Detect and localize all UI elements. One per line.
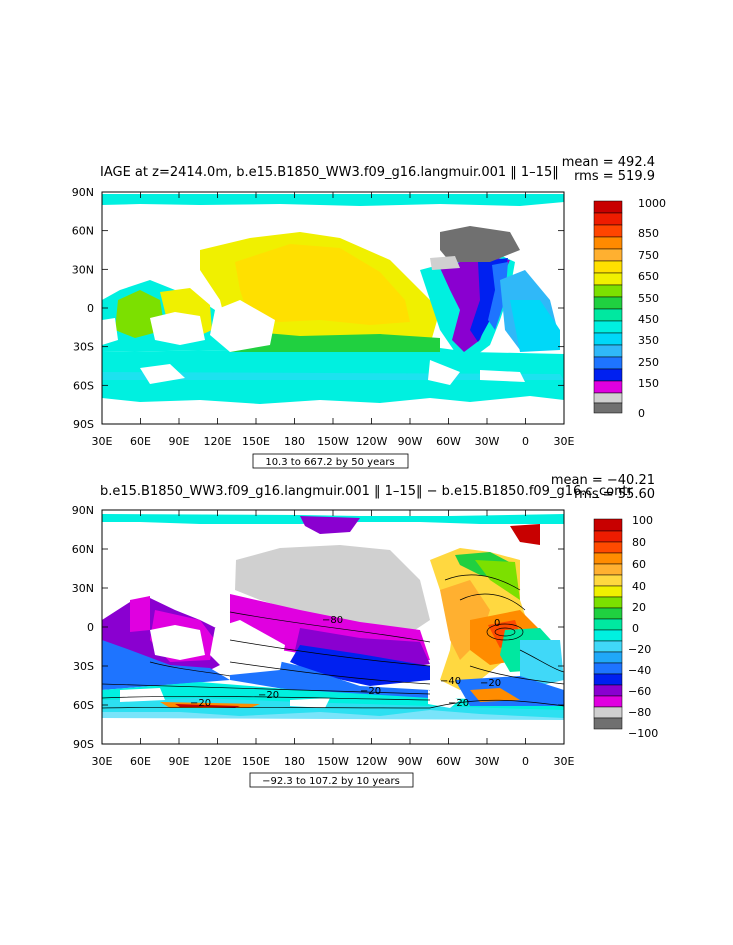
panel-2-mean: mean = −40.21 <box>551 473 655 488</box>
panel-1-mean: mean = 492.4 <box>562 155 655 170</box>
lon-tick-label: 30E <box>554 435 575 448</box>
panel-2-axes: 90N 60N 30N 0 30S 60S 90S 30E 60E 90E 120E 150E 180 1… <box>72 504 575 768</box>
contour-label: −20 <box>360 686 381 697</box>
lon-tick-label: 30E <box>554 755 575 768</box>
cbar2-label: −100 <box>628 727 658 740</box>
lon-tick-label: 150W <box>317 755 349 768</box>
panel-2-title: b.e15.B1850_WW3.f09_g16.langmuir.001 ‖ 1… <box>100 484 633 499</box>
lat-tick-label: 60S <box>73 699 94 712</box>
contour-label: −20 <box>258 690 279 701</box>
panel-1-axes: 90N 60N 30N 0 30S 60S 90S 30E 60E 90E 120E 150E 180 1… <box>72 186 575 448</box>
panel-1-rms: rms = 519.9 <box>574 169 655 184</box>
cbar2-label: −40 <box>628 664 651 677</box>
cbar1-label: 850 <box>638 227 659 240</box>
lon-tick-label: 30W <box>475 435 500 448</box>
cbar1-label: 150 <box>638 377 659 390</box>
lat-tick-label: 30N <box>72 263 94 276</box>
panel-2-range-box: −92.3 to 107.2 by 10 years <box>249 772 414 788</box>
cbar1-label: 250 <box>638 356 659 369</box>
panel-2-map <box>102 510 564 744</box>
cbar1-label: 1000 <box>638 197 666 210</box>
lat-tick-label: 60N <box>72 543 94 556</box>
lat-tick-label: 90N <box>72 186 94 199</box>
contour-label: 0 <box>494 618 500 629</box>
lon-tick-label: 90E <box>169 755 190 768</box>
cbar2-label: −60 <box>628 685 651 698</box>
cbar1-label: 650 <box>638 270 659 283</box>
cbar2-label: 0 <box>632 622 639 635</box>
lon-tick-label: 120E <box>204 755 232 768</box>
lon-tick-label: 120E <box>204 435 232 448</box>
lon-tick-label: 60E <box>130 755 151 768</box>
lon-tick-label: 0 <box>522 435 529 448</box>
lon-tick-label: 60W <box>436 435 461 448</box>
panel-2: b.e15.B1850_WW3.f09_g16.langmuir.001 ‖ 1… <box>72 473 658 788</box>
panel-2-colorbar: 100 80 60 40 20 0 −20 −40 −60 −80 −100 <box>593 514 658 740</box>
panel-1-range-box: 10.3 to 667.2 by 50 years <box>252 453 409 469</box>
cbar2-label: −80 <box>628 706 651 719</box>
panel-1: IAGE at z=2414.0m, b.e15.B1850_WW3.f09_g… <box>72 155 666 469</box>
lon-tick-label: 30E <box>92 435 113 448</box>
lon-tick-label: 120W <box>356 435 388 448</box>
lat-tick-label: 30S <box>73 341 94 354</box>
lon-tick-label: 120W <box>356 755 388 768</box>
lon-tick-label: 150W <box>317 435 349 448</box>
cbar1-label: 350 <box>638 334 659 347</box>
panel-1-colorbar: 1000 850 750 650 550 450 350 250 150 0 <box>593 197 666 420</box>
lat-tick-label: 30N <box>72 582 94 595</box>
panel-1-map <box>102 192 564 424</box>
lon-tick-label: 180 <box>284 435 305 448</box>
panel-1-range-label: 10.3 to 667.2 by 50 years <box>265 457 394 468</box>
contour-label: −20 <box>448 698 469 709</box>
contour-labels: −80 −40 −20 −20 −20 −20 −20 0 <box>190 615 501 709</box>
lon-tick-label: 0 <box>522 755 529 768</box>
cbar2-label: 80 <box>632 536 646 549</box>
lat-tick-label: 0 <box>87 621 94 634</box>
cbar1-label: 750 <box>638 249 659 262</box>
cbar2-label: 60 <box>632 558 646 571</box>
panel-2-rms: rms = 55.60 <box>574 487 655 502</box>
cbar2-label: 20 <box>632 601 646 614</box>
lat-tick-label: 60S <box>73 379 94 392</box>
cbar1-label: 0 <box>638 407 645 420</box>
lon-tick-label: 60W <box>436 755 461 768</box>
cbar1-label: 550 <box>638 292 659 305</box>
contour-label: −40 <box>440 676 461 687</box>
lat-tick-label: 90N <box>72 504 94 517</box>
lon-tick-label: 150E <box>242 755 270 768</box>
lat-tick-label: 90S <box>73 418 94 431</box>
contour-label: −20 <box>480 678 501 689</box>
lat-tick-label: 60N <box>72 225 94 238</box>
panel-2-range-label: −92.3 to 107.2 by 10 years <box>262 776 400 787</box>
lon-tick-label: 180 <box>284 755 305 768</box>
contour-label: −20 <box>190 698 211 709</box>
cbar2-label: −20 <box>628 643 651 656</box>
cbar1-label: 450 <box>638 313 659 326</box>
lon-tick-label: 30W <box>475 755 500 768</box>
lon-tick-label: 90E <box>169 435 190 448</box>
lat-tick-label: 30S <box>73 660 94 673</box>
lon-tick-label: 90W <box>398 755 423 768</box>
lon-tick-label: 60E <box>130 435 151 448</box>
contour-label: −80 <box>322 615 343 626</box>
lon-tick-label: 90W <box>398 435 423 448</box>
cbar2-label: 40 <box>632 580 646 593</box>
lat-tick-label: 90S <box>73 738 94 751</box>
lon-tick-label: 30E <box>92 755 113 768</box>
lat-tick-label: 0 <box>87 302 94 315</box>
cbar2-label: 100 <box>632 514 653 527</box>
panel-1-title: IAGE at z=2414.0m, b.e15.B1850_WW3.f09_g… <box>100 165 559 180</box>
lon-tick-label: 150E <box>242 435 270 448</box>
